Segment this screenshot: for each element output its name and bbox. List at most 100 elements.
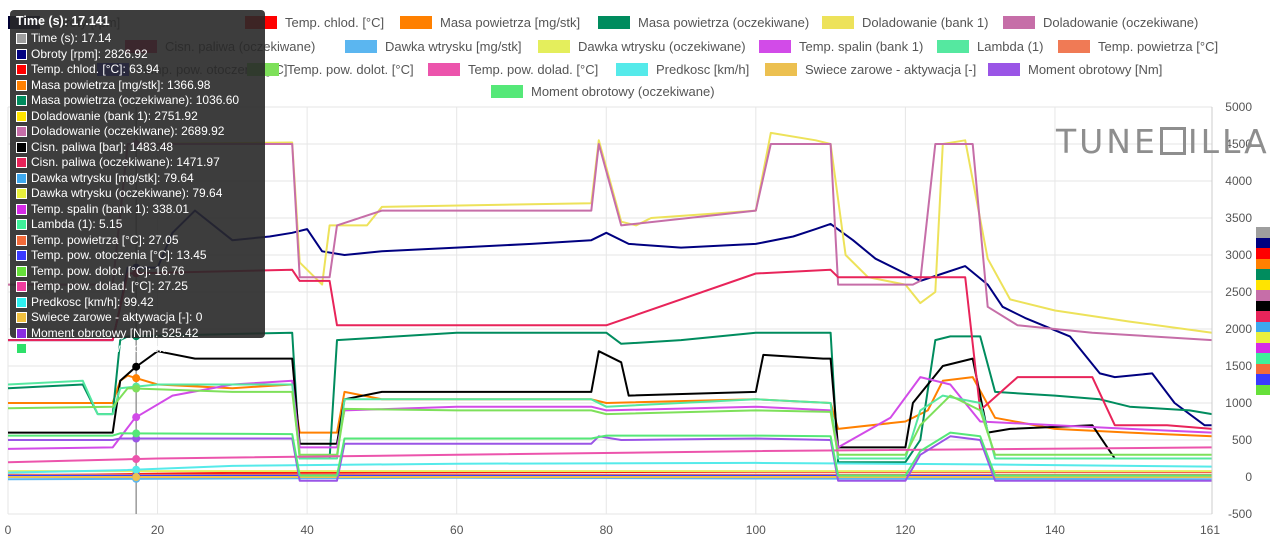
side-color-swatch [1256,342,1270,353]
tooltip-swatch [16,234,27,246]
side-color-swatch [1256,353,1270,364]
legend-label: Masa powietrza [mg/stk] [440,14,581,30]
tooltip-label: Temp. spalin (bank 1): 338.01 [31,201,190,216]
legend-swatch [491,84,523,98]
legend-swatch [400,15,432,29]
series-line [8,268,1213,430]
legend-swatch [428,62,460,76]
tunezilla-logo: TUNE ILLA [1056,122,1270,161]
tooltip-label: Temp. pow. dolad. [°C]: 27.25 [31,279,188,293]
tooltip-swatch [16,203,27,215]
side-color-swatch [1256,332,1270,343]
legend-item[interactable]: Swiece zarowe - aktywacja [-] [765,61,976,77]
y-tick-label: -500 [1228,507,1252,521]
tooltip-swatch [16,79,27,91]
y-tick-label: 5000 [1225,100,1252,114]
legend-label: Doladowanie (bank 1) [862,14,989,30]
legend-item[interactable]: Temp. pow. dolot. [°C] [247,61,414,77]
y-tick-label: 2000 [1225,322,1252,336]
tooltip-label: Moment obrotowy [Nm]: 525.42 [31,325,199,340]
legend-item[interactable]: Predkosc [km/h] [616,61,749,77]
legend-item[interactable]: Dawka wtrysku [mg/stk] [345,38,522,54]
side-color-swatch [1256,248,1270,259]
tooltip-row: Temp. spalin (bank 1): 338.01 [16,202,259,218]
series-color-strip [1256,227,1270,395]
tooltip-label: Dawka wtrysku (oczekiwane): 79.64 [31,186,223,200]
legend-item[interactable]: Lambda (1) [937,38,1043,54]
tooltip-label: Cisn. paliwa (oczekiwane): 1471.97 [31,155,220,169]
legend-item[interactable]: Moment obrotowy (oczekiwane) [491,83,715,99]
legend-item[interactable]: Masa powietrza (oczekiwane) [598,14,809,30]
x-tick-label: 0 [5,523,12,537]
tooltip-row: Cisn. paliwa [bar]: 1483.48 [16,140,259,156]
legend-item[interactable]: Moment obrotowy [Nm] [988,61,1162,77]
y-tick-label: 4500 [1225,137,1252,151]
x-tick-label: 20 [151,523,165,537]
legend-item[interactable]: Masa powietrza [mg/stk] [400,14,580,30]
legend-label: Temp. powietrza [°C] [1098,38,1219,54]
tooltip-row: Moment obrotowy [Nm]: 525.42 [16,326,259,342]
tooltip-label: Masa powietrza (oczekiwane): 1036.60 [31,93,240,107]
tooltip-swatch [16,157,27,169]
tooltip-swatch [16,110,27,122]
legend-item[interactable]: Temp. pow. dolad. [°C] [428,61,598,77]
tooltip-label: Time (s): 17.14 [31,31,112,45]
legend-label: Moment obrotowy [Nm] [1028,61,1163,77]
tooltip-label: Masa powietrza [mg/stk]: 1366.98 [31,77,211,92]
x-tick-label: 80 [600,523,614,537]
side-color-swatch [1256,374,1270,385]
legend-label: Doladowanie (oczekiwane) [1043,14,1199,30]
tooltip-label: Dawka wtrysku [mg/stk]: 79.64 [31,170,194,185]
tooltip-row: Dawka wtrysku [mg/stk]: 79.64 [16,171,259,187]
legend-item[interactable]: Temp. powietrza [°C] [1058,38,1218,54]
side-color-swatch [1256,279,1270,290]
side-color-swatch [1256,227,1270,238]
legend-label: Dawka wtrysku [mg/stk] [385,38,522,54]
tooltip-label: Swiece zarowe - aktywacja [-]: 0 [31,310,203,324]
tooltip-label: Doladowanie (oczekiwane): 2689.92 [31,124,225,138]
logo-box-icon [1159,127,1186,155]
tooltip-label: Obroty [rpm]: 2826.92 [31,46,148,61]
legend-swatch [598,15,630,29]
y-tick-label: 3000 [1225,248,1252,262]
tooltip-row: Predkosc [km/h]: 99.42 [16,295,259,311]
series-line [7,331,1213,464]
hover-tooltip: Time (s): 17.141 Time (s): 17.14 Obroty [… [10,10,265,355]
legend-swatch [937,39,969,53]
legend-item[interactable]: Doladowanie (oczekiwane) [1003,14,1198,30]
legend-item[interactable]: Dawka wtrysku (oczekiwane) [538,38,746,54]
tooltip-label: Temp. powietrza [°C]: 27.05 [31,232,179,247]
series-line [7,387,1212,456]
tooltip-swatch [16,188,27,200]
chart-axes: 5000450040003500300025002000150010005000… [5,100,1253,537]
legend-item[interactable]: Doladowanie (bank 1) [822,14,988,30]
legend-label: Swiece zarowe - aktywacja [-] [805,61,977,77]
legend-swatch [616,62,648,76]
tooltip-row: Temp. powietrza [°C]: 27.05 [16,233,259,249]
tooltip-row: Cisn. paliwa (oczekiwane): 1471.97 [16,155,259,171]
y-tick-label: 1500 [1225,359,1252,373]
tooltip-swatch [16,327,27,339]
tooltip-label: Doladowanie (bank 1): 2751.92 [31,108,198,123]
legend-label: Dawka wtrysku (oczekiwane) [578,38,746,54]
cursor-point [132,455,141,464]
tooltip-row: Obroty [rpm]: 2826.92 [16,47,259,63]
legend-label: Temp. chlod. [°C] [285,14,385,30]
tooltip-label: Lambda (1): 5.15 [31,217,123,231]
tooltip-swatch [16,250,27,262]
legend-swatch [822,15,854,29]
x-tick-label: 140 [1045,523,1065,537]
tooltip-swatch [16,48,27,60]
legend-swatch [765,62,797,76]
tooltip-swatch [16,33,27,45]
x-tick-label: 161 [1200,523,1220,537]
cursor-point [132,429,141,438]
logo-text-left: TUNE [1056,122,1158,161]
legend-item[interactable]: Temp. chlod. [°C] [245,14,384,30]
legend-item[interactable]: Temp. spalin (bank 1) [759,38,923,54]
tooltip-label: Temp. pow. otoczenia [°C]: 13.45 [31,248,207,262]
tooltip-row: Temp. pow. dolad. [°C]: 27.25 [16,279,259,295]
side-color-swatch [1256,290,1270,301]
x-tick-label: 40 [300,523,314,537]
legend-label: Masa powietrza (oczekiwane) [638,14,810,30]
